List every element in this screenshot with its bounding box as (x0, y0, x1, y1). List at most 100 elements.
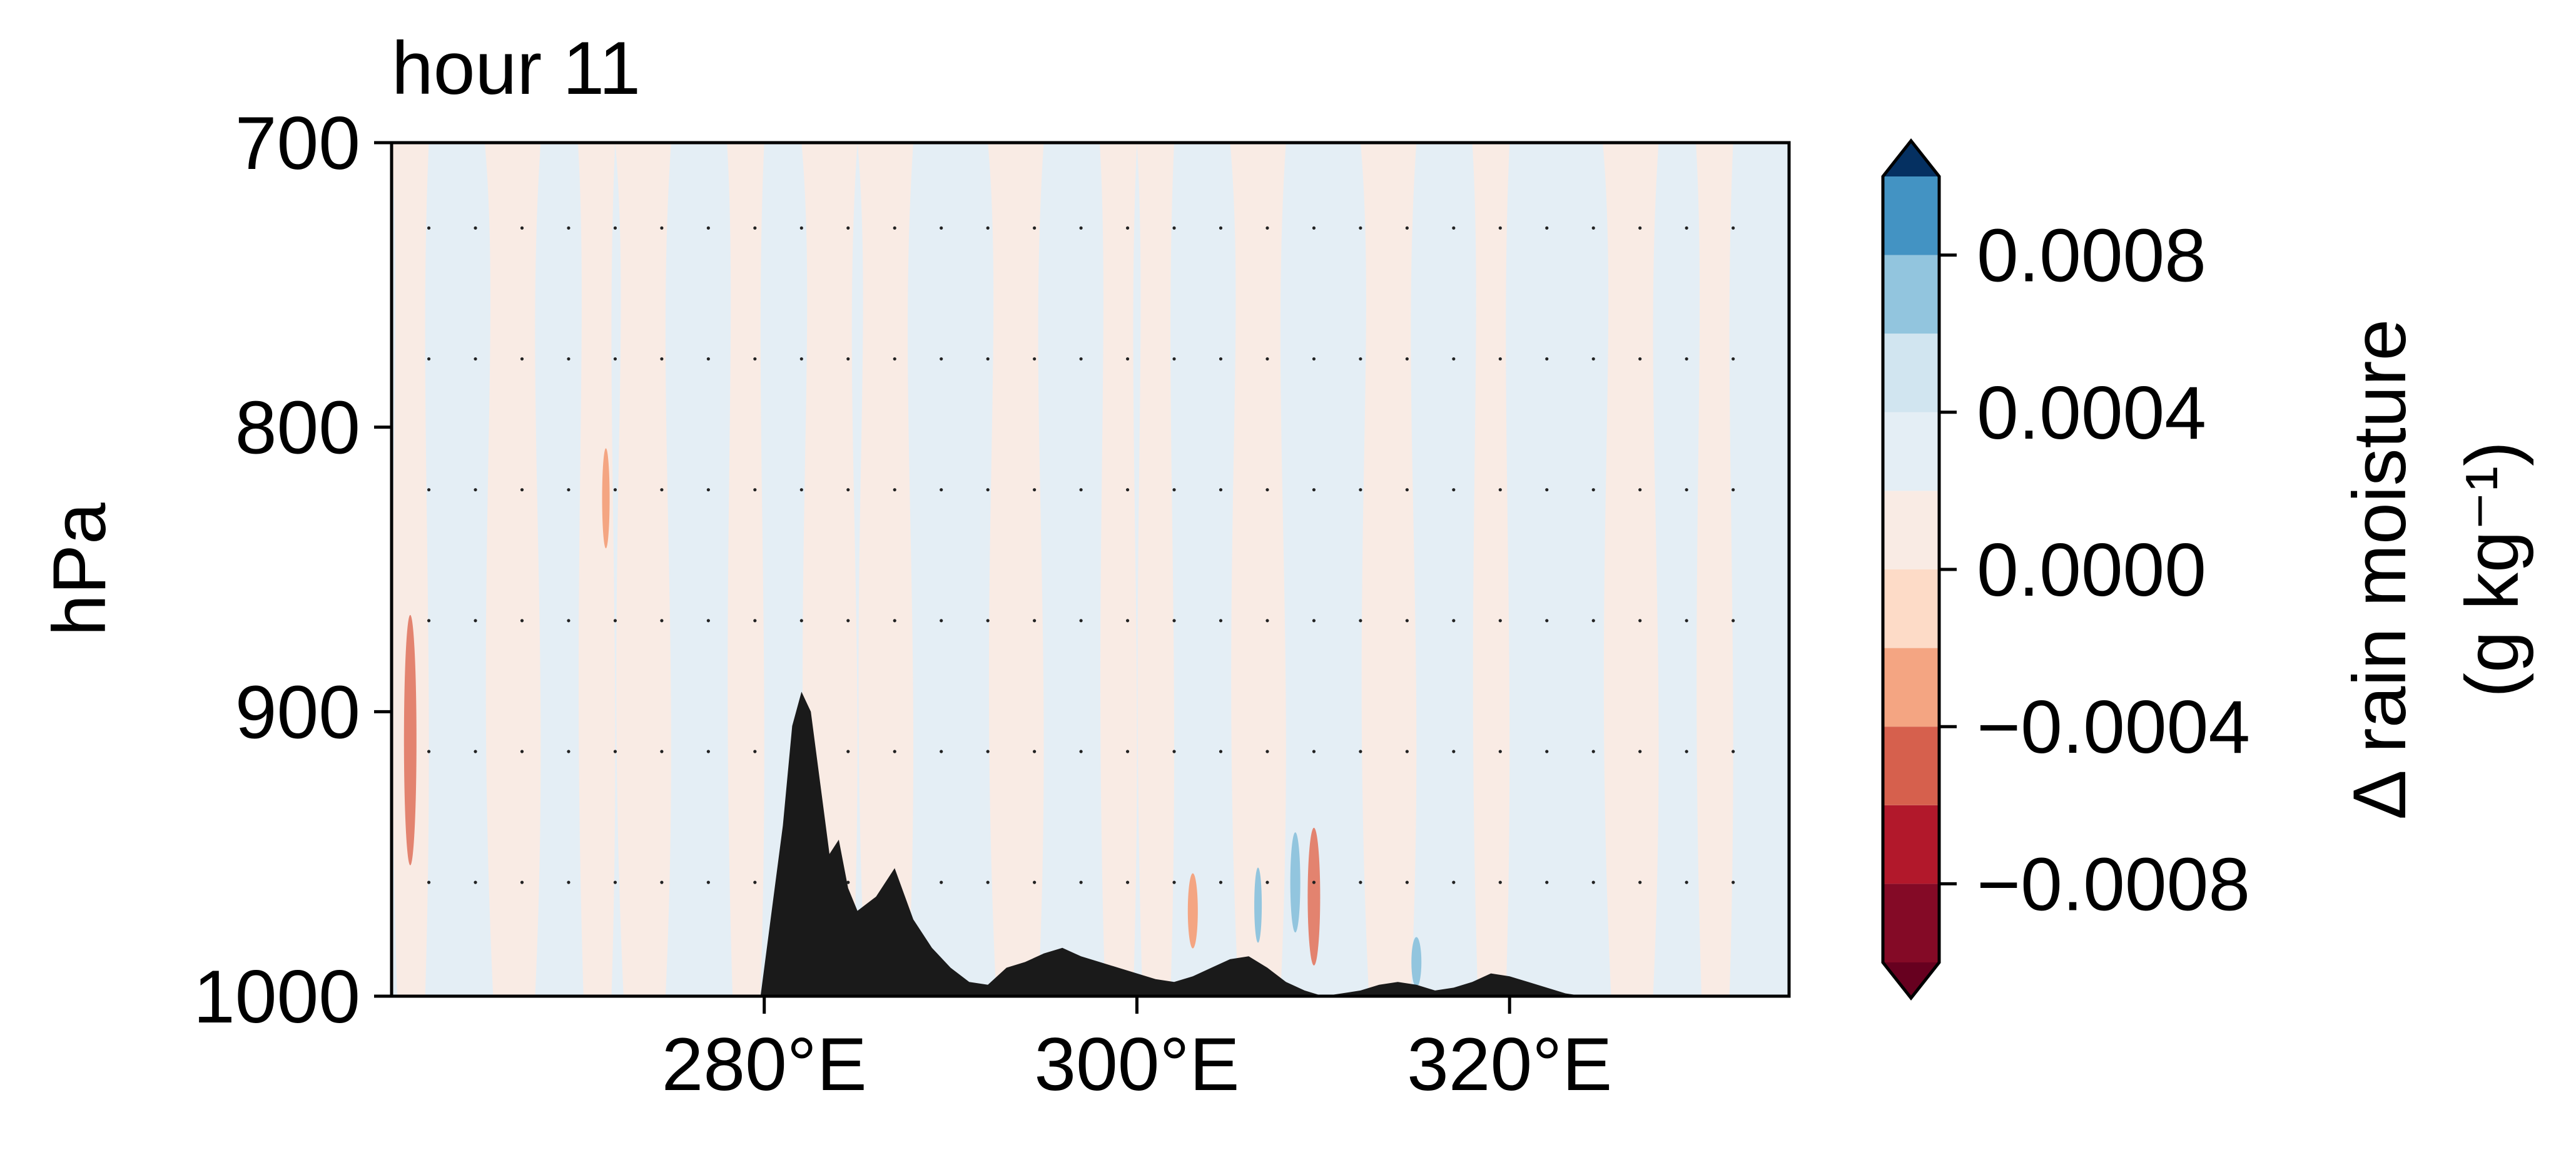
field-band-negative (484, 143, 541, 996)
field-band-negative (1472, 143, 1510, 996)
field-band-negative (988, 143, 1044, 996)
wind-vector (567, 357, 570, 361)
wind-vector (986, 488, 990, 492)
wind-vector (427, 619, 431, 623)
field-band-negative (1230, 143, 1286, 996)
wind-vector (1452, 357, 1456, 361)
wind-vector (706, 750, 710, 753)
colorbar-tick-label: 0.0008 (1977, 214, 2206, 298)
wind-vector (427, 226, 431, 230)
wind-vector (1079, 880, 1083, 884)
wind-vector (1405, 619, 1409, 623)
wind-vector (660, 880, 664, 884)
wind-vector (1452, 750, 1456, 753)
wind-vector (893, 619, 896, 623)
wind-vector (1265, 226, 1269, 230)
wind-vector (1498, 357, 1502, 361)
wind-vector (846, 619, 850, 623)
wind-vector (940, 226, 943, 230)
wind-vector (474, 880, 477, 884)
wind-vector (660, 357, 664, 361)
wind-vector (1265, 357, 1269, 361)
wind-vector (613, 619, 617, 623)
wind-vector (1732, 357, 1735, 361)
wind-vector (1452, 619, 1456, 623)
wind-vector (1405, 357, 1409, 361)
wind-vector (567, 226, 570, 230)
wind-vector (1498, 750, 1502, 753)
wind-vector (1359, 357, 1362, 361)
wind-vector (1638, 357, 1642, 361)
wind-vector (520, 226, 524, 230)
colorbar-tick-label: 0.0004 (1977, 371, 2206, 455)
wind-vector (1638, 488, 1642, 492)
wind-vector (1591, 488, 1595, 492)
field-band-negative (1696, 143, 1733, 996)
wind-vector (1219, 226, 1223, 230)
wind-vector (1638, 750, 1642, 753)
wind-vector (1359, 488, 1362, 492)
colorbar-bin (1883, 334, 1939, 412)
wind-vector (1545, 880, 1549, 884)
wind-vector (753, 488, 757, 492)
colorbar-tick-label: 0.0000 (1977, 528, 2206, 612)
wind-vector (1219, 619, 1223, 623)
wind-vector (1732, 488, 1735, 492)
wind-vector (520, 619, 524, 623)
wind-vector (1545, 619, 1549, 623)
wind-vector (846, 226, 850, 230)
wind-vector (1545, 357, 1549, 361)
wind-vector (706, 619, 710, 623)
field-band-negative (1099, 143, 1137, 996)
wind-vector (1125, 488, 1130, 492)
wind-vector (1405, 880, 1409, 884)
wind-vector (986, 619, 990, 623)
wind-vector (613, 750, 617, 753)
wind-vector (660, 750, 664, 753)
wind-vector (1498, 226, 1502, 230)
wind-vector (986, 226, 990, 230)
field-band-negative (857, 143, 914, 996)
wind-vector (846, 880, 850, 884)
wind-vector (1591, 226, 1595, 230)
wind-vector (520, 750, 524, 753)
field-band-negative (615, 143, 671, 996)
wind-vector (613, 880, 617, 884)
wind-vector (1172, 880, 1176, 884)
moisture-field (392, 143, 1789, 996)
wind-vector (1172, 619, 1176, 623)
wind-vector (1685, 226, 1688, 230)
y-tick-label: 1000 (193, 955, 360, 1039)
field-band-negative (577, 143, 616, 996)
wind-vector (1079, 357, 1083, 361)
wind-vector (1685, 750, 1688, 753)
wind-vector (893, 488, 896, 492)
colorbar-bin (1883, 884, 1939, 962)
wind-vector (799, 357, 803, 361)
wind-vector (1265, 619, 1269, 623)
wind-vector (1591, 619, 1595, 623)
wind-vector (1312, 750, 1316, 753)
wind-vector (1685, 619, 1688, 623)
wind-vector (1405, 488, 1409, 492)
wind-vector (567, 880, 570, 884)
wind-vector (660, 619, 664, 623)
field-band-negative (1137, 143, 1175, 996)
wind-vector (1498, 619, 1502, 623)
wind-vector (1638, 880, 1642, 884)
wind-vector (706, 357, 710, 361)
wind-vector (940, 357, 943, 361)
wind-vector (1591, 880, 1595, 884)
wind-vector (799, 226, 803, 230)
colorbar (1881, 138, 1941, 1001)
wind-vector (846, 488, 850, 492)
wind-vector (1638, 619, 1642, 623)
wind-vector (986, 357, 990, 361)
wind-vector (1125, 880, 1130, 884)
field-band-negative (392, 143, 429, 996)
field-anomaly (1254, 867, 1262, 943)
wind-vector (474, 488, 477, 492)
wind-vector (1033, 750, 1037, 753)
wind-vector (1312, 226, 1316, 230)
wind-vector (893, 357, 896, 361)
